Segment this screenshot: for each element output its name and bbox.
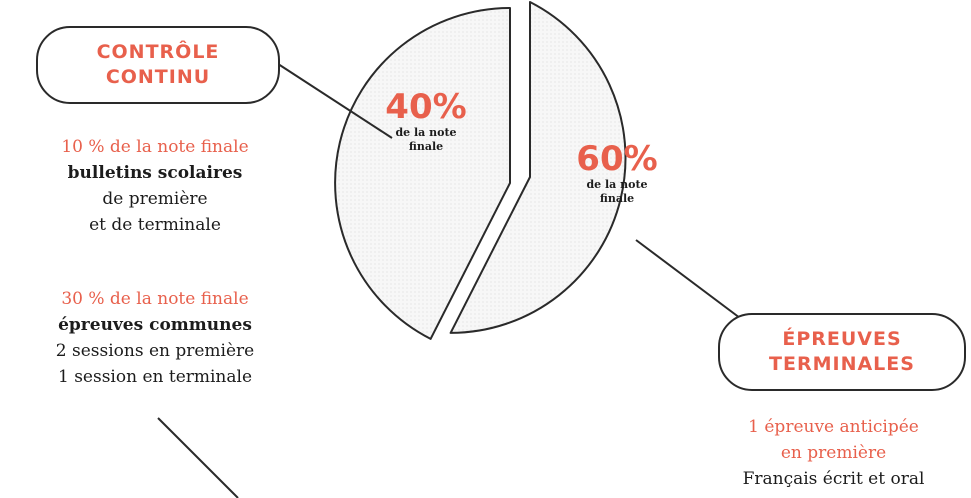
bulletins-weight: 10 % de la note finale [61, 137, 249, 157]
epreuves-communes-block: 30 % de la note finale épreuves communes… [0, 286, 310, 390]
bulletins-line2: et de terminale [89, 215, 221, 235]
epreuves-terminales-pill: ÉPREUVES TERMINALES [718, 313, 966, 391]
epreuve-anticipee-line1: 1 épreuve anticipée [748, 417, 919, 437]
bulletins-title: bulletins scolaires [67, 163, 243, 183]
connector-bottom [157, 417, 239, 498]
epreuve-anticipee-block: 1 épreuve anticipée en première Français… [696, 414, 971, 492]
pie-value-60: 60% [576, 139, 658, 179]
controle-continu-title-line2: CONTINU [105, 66, 211, 88]
epreuves-communes-title: épreuves communes [58, 315, 252, 335]
pie-slice-40 [334, 7, 511, 340]
pie-caption-40: de la note finale [395, 126, 457, 153]
epreuve-anticipee-line2: en première [780, 443, 887, 463]
bulletins-line1: de première [102, 189, 208, 209]
controle-continu-pill: CONTRÔLE CONTINU [36, 26, 280, 104]
epreuves-communes-line2: 1 session en terminale [57, 367, 253, 387]
epreuve-anticipee-line3: Français écrit et oral [742, 469, 925, 489]
controle-continu-title-line1: CONTRÔLE [96, 41, 220, 63]
connector-controle-continu [271, 59, 393, 139]
epreuves-terminales-title-line2: TERMINALES [769, 353, 915, 375]
connector-epreuves-terminales [635, 239, 757, 331]
epreuves-communes-line1: 2 sessions en première [55, 341, 255, 361]
pie-label-40: 40% de la note finale [376, 88, 476, 154]
epreuves-communes-weight: 30 % de la note finale [61, 289, 249, 309]
pie-label-60: 60% de la note finale [562, 140, 672, 206]
pie-caption-60: de la note finale [586, 178, 648, 205]
epreuves-terminales-title-line1: ÉPREUVES [782, 328, 902, 350]
pie-value-40: 40% [385, 87, 467, 127]
pie-slice-60 [449, 1, 627, 334]
bulletins-scolaires-block: 10 % de la note finale bulletins scolair… [10, 134, 300, 238]
